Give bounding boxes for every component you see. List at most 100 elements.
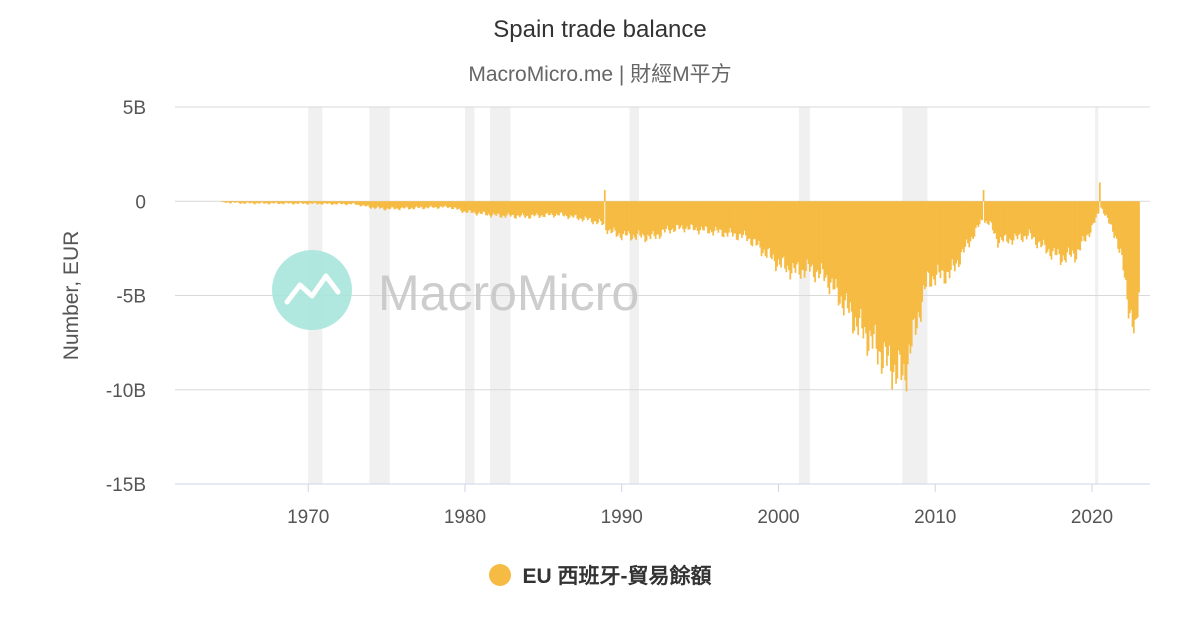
data-bar	[931, 201, 934, 277]
data-bar	[461, 201, 464, 213]
data-bar	[611, 201, 614, 233]
data-bar	[596, 201, 598, 225]
data-bar	[477, 201, 479, 214]
data-bar	[360, 201, 363, 206]
data-bar	[1134, 201, 1136, 320]
data-bar	[963, 201, 965, 253]
data-bar	[714, 201, 717, 227]
data-bar	[413, 201, 415, 210]
data-bar	[960, 201, 963, 253]
data-bar	[1096, 201, 1099, 214]
data-bar	[695, 201, 698, 228]
data-bar	[520, 201, 523, 216]
data-bar	[264, 201, 266, 204]
data-bar	[448, 201, 451, 208]
data-bar	[793, 201, 796, 268]
data-bar	[644, 201, 647, 243]
data-bar	[568, 201, 571, 218]
x-tick-label: 2020	[1071, 507, 1113, 528]
data-bar	[238, 201, 240, 203]
data-bar	[696, 201, 699, 231]
data-bar	[758, 201, 760, 241]
data-bar	[767, 201, 769, 250]
data-bar	[836, 201, 839, 288]
data-bar	[887, 201, 890, 356]
data-bar	[422, 201, 425, 210]
data-bar	[775, 201, 777, 272]
data-bar	[296, 201, 299, 205]
data-bar	[1071, 201, 1074, 251]
data-bar	[643, 201, 645, 236]
data-bar	[1041, 201, 1044, 246]
data-bar	[772, 201, 775, 255]
data-bar	[532, 201, 534, 215]
data-bar	[1012, 201, 1015, 241]
data-bar	[227, 201, 230, 203]
data-bar	[874, 201, 877, 325]
legend-item[interactable]: EU 西班牙-貿易餘額	[488, 560, 712, 590]
data-bar	[384, 201, 387, 211]
data-bar	[1066, 201, 1069, 253]
data-bar	[414, 201, 417, 208]
data-bar	[1117, 201, 1119, 249]
data-bar	[533, 201, 536, 217]
data-bar	[282, 201, 285, 205]
data-bar	[405, 201, 408, 207]
data-bar	[654, 201, 657, 239]
data-bar	[720, 201, 722, 230]
data-bar	[505, 201, 508, 216]
data-bar	[551, 201, 554, 215]
data-bar	[513, 201, 516, 219]
data-bar	[222, 201, 225, 203]
data-bar	[750, 201, 752, 245]
data-bar	[786, 201, 789, 266]
data-bar	[569, 201, 572, 215]
data-bar	[886, 201, 888, 366]
data-bar	[256, 201, 259, 203]
data-bar	[1109, 201, 1112, 225]
data-bar	[481, 201, 483, 215]
data-bar	[342, 201, 345, 204]
data-bar	[517, 201, 520, 216]
data-bar	[683, 201, 686, 233]
data-bar	[705, 201, 708, 227]
data-bar	[1088, 201, 1091, 237]
data-bar	[785, 201, 788, 273]
data-bar	[650, 201, 653, 235]
data-bar	[426, 201, 428, 208]
data-bar	[833, 201, 836, 290]
data-bar	[724, 201, 726, 233]
data-bar	[913, 201, 916, 319]
data-bar	[255, 201, 257, 204]
data-bar	[273, 201, 276, 204]
data-bar	[808, 201, 811, 272]
data-bar	[341, 201, 344, 205]
data-bar	[929, 201, 931, 287]
data-bar	[393, 201, 396, 210]
data-bar	[713, 201, 716, 232]
data-bar	[998, 201, 1001, 244]
data-bar	[328, 201, 330, 203]
data-bar	[589, 201, 592, 218]
data-bar	[319, 201, 321, 204]
data-bar	[640, 201, 643, 238]
data-bar	[633, 201, 636, 238]
data-bar	[991, 201, 994, 231]
macromicro-logo-icon	[272, 250, 352, 330]
data-bar	[475, 201, 478, 216]
legend[interactable]: EU 西班牙-貿易餘額	[0, 560, 1200, 591]
data-bar	[648, 201, 651, 237]
data-bar	[848, 201, 850, 313]
data-bar	[249, 201, 252, 204]
data-bar	[1119, 201, 1122, 249]
data-bar	[543, 201, 546, 218]
data-bar	[586, 201, 589, 221]
data-bar	[445, 201, 448, 208]
data-bar	[1051, 201, 1054, 252]
watermark-text: MacroMicro	[378, 265, 639, 321]
data-bar	[951, 201, 954, 260]
chart-title: Spain trade balance	[493, 16, 707, 43]
data-bar	[703, 201, 705, 231]
data-bar	[658, 201, 661, 239]
data-bar	[1092, 201, 1095, 224]
